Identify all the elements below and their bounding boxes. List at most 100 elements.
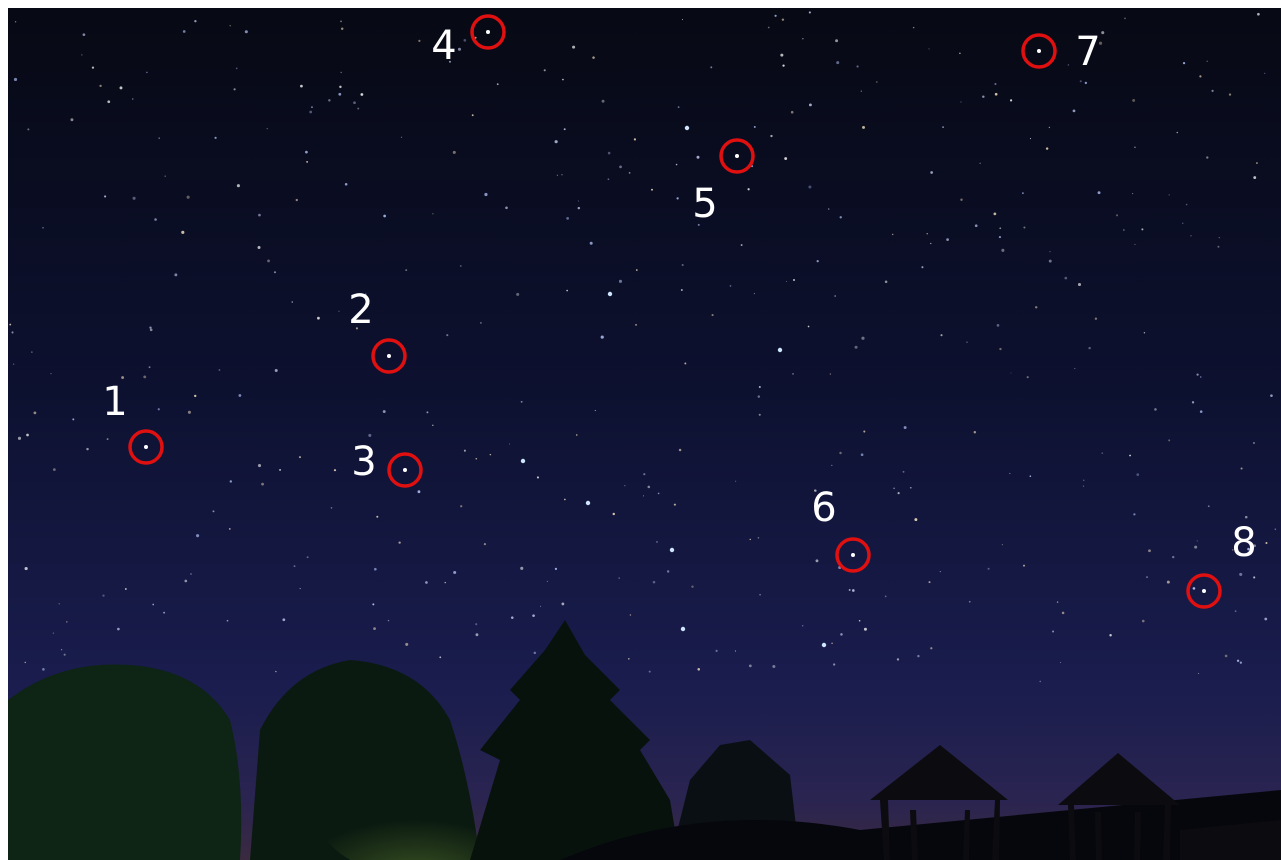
star xyxy=(1123,229,1124,230)
star xyxy=(630,614,632,616)
star xyxy=(345,183,348,186)
star xyxy=(921,266,923,268)
star xyxy=(678,106,680,108)
star xyxy=(163,612,165,614)
star xyxy=(710,66,712,68)
star xyxy=(1022,192,1024,194)
star xyxy=(628,658,629,659)
star xyxy=(353,101,356,104)
star xyxy=(460,505,462,507)
star xyxy=(540,606,541,607)
star xyxy=(928,581,930,583)
star xyxy=(697,668,700,671)
star xyxy=(258,214,261,217)
star xyxy=(237,184,240,187)
star xyxy=(856,65,858,67)
star xyxy=(1190,235,1191,236)
star xyxy=(1183,62,1185,64)
star xyxy=(1264,73,1265,74)
bright-star xyxy=(403,468,407,472)
star xyxy=(1030,138,1031,139)
star xyxy=(670,548,674,552)
star xyxy=(1083,480,1084,481)
star xyxy=(132,98,133,99)
star xyxy=(716,650,718,652)
star xyxy=(53,633,54,634)
star xyxy=(516,293,519,296)
star xyxy=(1068,64,1069,65)
star xyxy=(1146,576,1148,578)
star xyxy=(959,52,961,54)
star xyxy=(227,620,229,622)
star xyxy=(999,236,1001,238)
star xyxy=(212,510,214,512)
star xyxy=(770,135,772,137)
star xyxy=(898,492,900,494)
star xyxy=(125,588,127,590)
star xyxy=(1208,505,1210,507)
star xyxy=(374,568,377,571)
star xyxy=(475,458,477,460)
star xyxy=(658,493,660,495)
star xyxy=(453,571,456,574)
star xyxy=(432,425,433,426)
bright-star xyxy=(144,445,148,449)
star xyxy=(181,231,184,234)
star xyxy=(697,156,700,159)
star xyxy=(555,568,557,570)
star xyxy=(31,351,33,353)
marker-label: 3 xyxy=(351,439,376,485)
star xyxy=(291,301,292,302)
star xyxy=(903,471,905,473)
star xyxy=(505,206,508,209)
marker-label: 7 xyxy=(1075,29,1100,75)
star xyxy=(104,195,106,197)
star xyxy=(730,285,732,287)
star xyxy=(245,30,248,33)
star xyxy=(999,348,1001,350)
star xyxy=(942,126,944,128)
star xyxy=(61,649,62,650)
star xyxy=(1116,214,1118,216)
star xyxy=(214,137,216,139)
star xyxy=(816,559,819,562)
star xyxy=(230,25,231,26)
star xyxy=(230,480,232,482)
star xyxy=(828,208,830,210)
star xyxy=(484,193,487,196)
star xyxy=(306,161,308,163)
star xyxy=(1133,513,1135,515)
star xyxy=(839,452,841,454)
star xyxy=(835,39,838,42)
star xyxy=(1207,61,1208,62)
star xyxy=(679,449,682,452)
star xyxy=(1154,408,1157,411)
star xyxy=(475,633,478,636)
star xyxy=(1142,620,1145,623)
star xyxy=(1062,612,1065,615)
star xyxy=(42,668,45,671)
marker-label: 8 xyxy=(1231,520,1256,566)
star xyxy=(50,373,51,374)
marker-label: 5 xyxy=(692,181,717,227)
star xyxy=(772,665,775,668)
star xyxy=(619,166,622,169)
star xyxy=(741,244,743,246)
star xyxy=(143,375,146,378)
star xyxy=(164,175,166,177)
star xyxy=(975,224,978,227)
star xyxy=(861,337,864,340)
star xyxy=(561,174,562,175)
star xyxy=(1275,528,1277,530)
star xyxy=(445,582,446,583)
star xyxy=(802,625,803,626)
star xyxy=(960,199,962,201)
star xyxy=(750,539,751,540)
star xyxy=(1186,204,1188,206)
star xyxy=(388,620,389,621)
star xyxy=(149,327,151,329)
star xyxy=(458,48,461,51)
star xyxy=(14,78,17,81)
star xyxy=(592,56,595,59)
star xyxy=(946,238,949,241)
